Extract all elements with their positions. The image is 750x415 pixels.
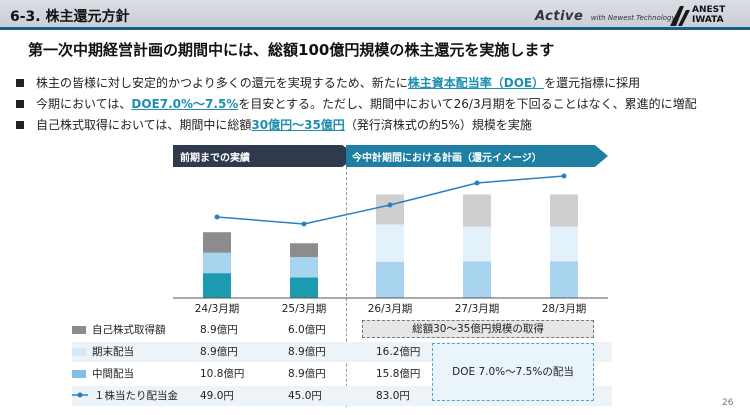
bullet-text: を還元指標に採用 [544,76,641,90]
table-cell: 16.2億円 [376,346,421,358]
top-accent-line [0,27,750,30]
row-label-text: 期末配当 [92,346,134,358]
chevron-plan-label: 今中計期間における計画（還元イメージ） [352,153,542,164]
period-divider [346,167,347,407]
legend-line-icon [72,390,88,402]
table-row: 中間配当 10.8億円 8.9億円 15.8億円 [72,364,612,384]
bullet-square-icon [16,99,24,108]
table-cell: 83.0円 [376,390,410,402]
bar-segment [290,243,318,258]
row-label-text: 自己株式取得額 [92,324,166,336]
bar-segment [376,194,404,225]
bullet-highlight: 30億円～35億円 [251,118,345,132]
top-bar: 6-3. 株主還元方針 Active with Newest Technolog… [0,0,750,30]
buyback-total-note: 総額30～35億円規模の取得 [362,320,594,338]
bullet-list: 株主の皆様に対し安定的かつより多くの還元を実現するため、新たに 株主資本配当率（D… [16,72,697,135]
row-label: 自己株式取得額 [72,322,166,337]
doe-note: DOE 7.0%～7.5%の配当 [432,343,594,401]
active-logo-main: Active [535,9,584,24]
dps-point [474,180,480,186]
chevron-past [173,145,357,167]
bullet-item: 自己株式取得においては、期間中に総額 30億円～35億円 （発行済株式の約5%）規模… [16,114,697,135]
row-label-text: 中間配当 [92,368,134,380]
bullet-item: 株主の皆様に対し安定的かつより多くの還元を実現するため、新たに 株主資本配当率（D… [16,72,697,93]
x-tick-label: 24/3月期 [195,303,240,315]
brand-line1: ANEST [692,5,726,15]
row-label: 期末配当 [72,344,134,359]
headline: 第一次中期経営計画の期間中には、総額100億円規模の株主還元を実施します [28,41,555,59]
bar-segment [463,194,491,227]
bullet-text: 自己株式取得においては、期間中に総額 [36,118,252,132]
row-label: １株当たり配当金 [72,388,178,403]
table-cell: 49.0円 [200,390,234,402]
top-band [0,0,750,30]
table-row: 自己株式取得額 8.9億円 6.0億円 [72,320,612,340]
row-label-text: １株当たり配当金 [94,390,178,402]
section-title: 6-3. 株主還元方針 [10,9,130,25]
active-logo: Active with Newest Technology [535,9,676,24]
dps-point [561,173,567,179]
brand-logo: ANEST IWATA [670,4,746,28]
active-logo-sub: with Newest Technology [590,14,676,22]
bar-segment [290,257,318,278]
table-cell: 6.0億円 [288,324,326,336]
dps-point [387,202,393,208]
x-tick-label: 28/3月期 [542,303,587,315]
page-number: 26 [722,398,734,408]
bullet-square-icon [16,120,24,129]
x-tick-label: 26/3月期 [368,303,413,315]
chevron-past-label: 前期までの実績 [180,153,250,164]
bar-segment [550,261,578,298]
brand-line2: IWATA [692,15,724,25]
dps-point [301,221,307,227]
legend-swatch [72,369,86,378]
bar-segment [376,224,404,262]
table-cell: 8.9億円 [200,346,238,358]
bullet-square-icon [16,78,24,87]
row-label: 中間配当 [72,366,134,381]
table-cell: 8.9億円 [288,368,326,380]
x-tick-label: 27/3月期 [455,303,500,315]
table-cell: 45.0円 [288,390,322,402]
bullet-text: （発行済株式の約5%）規模を実施 [344,118,532,132]
table-cell: 15.8億円 [376,368,421,380]
bar-segment [203,273,231,298]
bar-segment [290,277,318,298]
bar-segment [376,261,404,298]
bar-segment [550,226,578,262]
bullet-item: 今期においては、 DOE7.0%～7.5% を目安とする。ただし、期間中において26… [16,93,697,114]
brand-mark-icon [670,6,690,26]
bullet-highlight: DOE7.0%～7.5% [131,97,239,111]
bar-segment [203,252,231,274]
legend-swatch [72,347,86,356]
table-cell: 10.8億円 [200,368,245,380]
chevron-plan [346,145,608,167]
x-tick-label: 25/3月期 [282,303,327,315]
bullet-text: 株主の皆様に対し安定的かつより多くの還元を実現するため、新たに [36,76,408,90]
table-cell: 8.9億円 [200,324,238,336]
legend-swatch [72,325,86,334]
bar-segment [463,261,491,298]
bar-segment [463,226,491,262]
bullet-highlight: 株主資本配当率（DOE） [407,76,545,90]
bar-segment [203,232,231,253]
brand-text: ANEST IWATA [692,5,725,25]
bullet-text: 今期においては、 [36,97,132,111]
dps-point [214,214,220,220]
bullet-text: を目安とする。ただし、期間中において26/3月期を下回ることはなく、累進的に増配 [238,97,697,111]
table-cell: 8.9億円 [288,346,326,358]
bar-segment [550,194,578,227]
